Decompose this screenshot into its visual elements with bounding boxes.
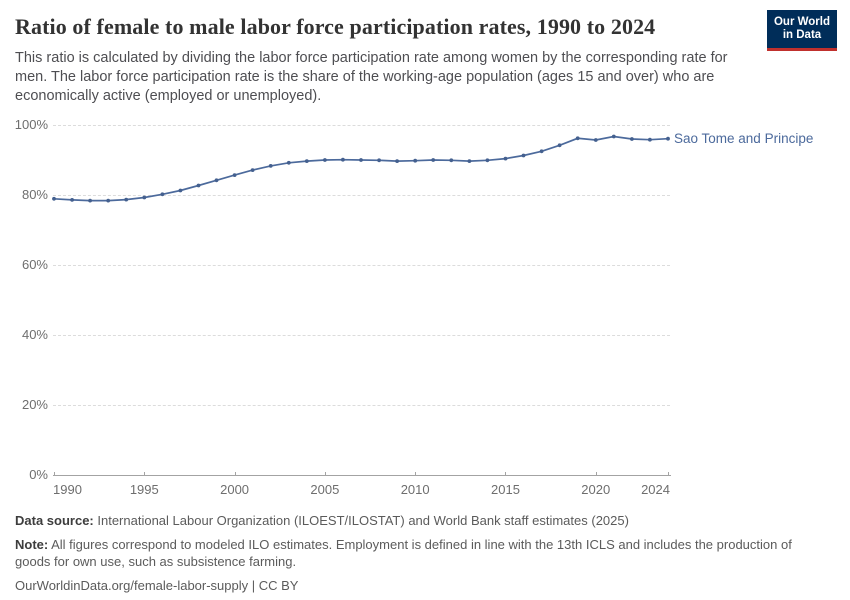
data-source-label: Data source: [15, 513, 94, 528]
gridline-20 [53, 405, 670, 406]
x-tick [234, 472, 236, 475]
owid-logo: Our World in Data [767, 10, 837, 51]
data-point [124, 197, 129, 202]
data-point [413, 158, 418, 163]
data-line [52, 134, 670, 203]
data-point [648, 137, 652, 142]
data-point [575, 136, 580, 141]
data-point [485, 158, 490, 163]
data-point [268, 164, 273, 168]
x-axis-line [53, 475, 671, 476]
x-tick-label: 2010 [400, 482, 430, 497]
data-point [593, 138, 598, 142]
gridline-80 [53, 195, 670, 196]
data-point [323, 158, 327, 162]
x-tick-label: 2020 [581, 482, 611, 497]
note-label: Note: [15, 536, 49, 552]
owid-logo-line2: in Data [782, 29, 822, 41]
y-tick-label: 60% [21, 257, 48, 272]
data-point [377, 158, 381, 163]
data-point [214, 178, 219, 183]
owid-logo-line1: Our World [773, 16, 830, 28]
x-tick [415, 472, 417, 475]
y-tick-label: 100% [14, 117, 48, 132]
line-chart: 0% 20% 40% 60% 80% 100% 1990 1995 2000 2005 2010 2… [0, 108, 850, 503]
data-source-text: International Labour Organization (ILOES… [97, 513, 629, 528]
x-tick-label: 1990 [53, 482, 82, 497]
data-point [557, 143, 562, 148]
x-tick-label: 2000 [220, 482, 250, 497]
data-point [196, 183, 201, 188]
data-point [304, 159, 309, 163]
x-tick [324, 472, 326, 475]
data-point [142, 195, 147, 200]
gridline-60 [53, 265, 670, 266]
data-point [70, 198, 74, 202]
data-point [88, 198, 92, 203]
data-point [503, 156, 508, 161]
x-tick-label: 2005 [310, 482, 340, 497]
data-point [160, 192, 165, 197]
series-label[interactable]: Sao Tome and Principe [674, 130, 814, 146]
x-tick [144, 472, 146, 475]
data-point [106, 198, 111, 203]
x-tick [595, 472, 597, 475]
gridline-40 [53, 335, 670, 336]
y-tick-label: 0% [29, 467, 48, 482]
x-tick [54, 472, 55, 475]
note-text: All figures correspond to modeled ILO es… [15, 536, 792, 570]
page-title: Ratio of female to male labor force part… [15, 14, 656, 39]
data-point [431, 158, 436, 162]
data-point [467, 159, 472, 163]
chart-subtitle: This ratio is calculated by dividing the… [15, 50, 728, 104]
data-point [539, 149, 544, 154]
y-tick-label: 80% [21, 187, 48, 202]
data-point [611, 134, 616, 139]
data-point [52, 196, 56, 201]
data-point [521, 153, 526, 158]
data-point [250, 168, 255, 172]
x-tick-label: 2024 [641, 482, 670, 497]
series-line [53, 135, 669, 202]
citation-url: OurWorldinData.org/female-labor-supply |… [15, 577, 299, 593]
chart-footer: Data source: International Labour Organi… [15, 512, 815, 600]
x-tick-label: 1995 [129, 482, 159, 497]
data-point [359, 158, 363, 162]
x-tick [668, 472, 669, 475]
note-line: Note: All figures correspond to modeled … [15, 536, 807, 571]
data-point [178, 188, 183, 193]
y-tick-label: 40% [21, 327, 48, 342]
data-source-line: Data source: International Labour Organi… [15, 512, 815, 530]
data-point [449, 158, 454, 163]
data-point [630, 137, 634, 141]
data-point [666, 136, 670, 141]
data-point [395, 159, 399, 163]
y-tick-label: 20% [21, 397, 48, 412]
x-tick-label: 2015 [491, 482, 520, 497]
data-point [341, 157, 345, 162]
gridline-100 [53, 125, 670, 126]
data-point [286, 160, 291, 165]
data-point [232, 173, 237, 177]
x-tick [505, 472, 507, 475]
